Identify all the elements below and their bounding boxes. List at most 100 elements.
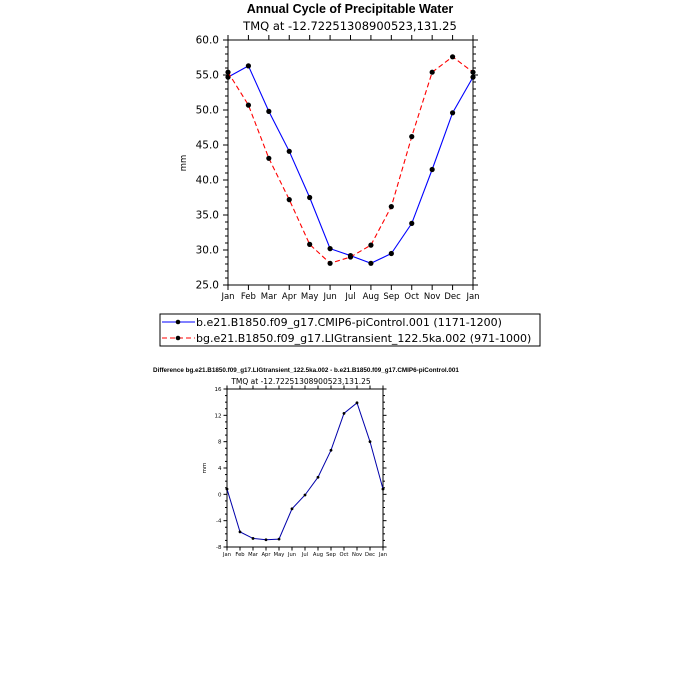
y-tick-label: 25.0: [196, 280, 219, 292]
series-1-point: [238, 530, 242, 534]
x-tick-label: Jun: [287, 552, 296, 558]
series-1-point: [225, 74, 231, 80]
x-tick-label: Oct: [340, 552, 349, 558]
y-tick-label: 0: [218, 492, 222, 498]
series-2-point: [266, 155, 272, 161]
chart-1-x-axis: Jan Feb Mar Apr May Jun Jul Aug Sep Oct Nov Dec Jan: [220, 35, 480, 302]
series-1-point: [381, 487, 385, 491]
y-tick-label: 30.0: [196, 245, 219, 257]
series-2-point: [368, 242, 374, 248]
chart-2-subtitle: TMQ at -12.72251308900523,131.25: [230, 377, 371, 386]
series-1-point: [470, 74, 476, 80]
x-tick-label: Feb: [235, 552, 245, 558]
chart-1-series-layer: [225, 54, 476, 266]
series-2-point: [307, 241, 313, 247]
series-line-2: [227, 56, 474, 264]
legend-label-series-1: b.e21.B1850.f09_g17.CMIP6-piControl.001 …: [196, 316, 502, 329]
series-2-point: [409, 134, 415, 140]
chart-1-y-axis-label: mm: [179, 155, 189, 172]
series-1-point: [329, 448, 333, 452]
chart-1-y-axis: 25.0 30.0 35.0 40.0 45.0 50.0 55.0 60.0: [196, 35, 478, 292]
x-tick-label: Sep: [383, 292, 399, 302]
series-1-point: [355, 401, 359, 405]
series-1-point: [264, 538, 268, 542]
y-tick-label: 50.0: [196, 105, 219, 117]
series-1-point: [286, 148, 292, 154]
series-1-point: [409, 220, 415, 226]
x-tick-label: Dec: [365, 552, 375, 558]
x-tick-label: Aug: [363, 292, 380, 302]
x-tick-label: Jan: [378, 552, 387, 558]
y-tick-label: 45.0: [196, 140, 219, 152]
series-line-1: [227, 65, 474, 264]
series-2-point: [347, 254, 354, 260]
x-tick-label: Aug: [313, 552, 323, 558]
chart-1-legend: b.e21.B1850.f09_g17.CMIP6-piControl.001 …: [159, 313, 541, 347]
chart-2-x-axis: Jan Feb Mar Apr May Jun Jul Aug Sep Oct Nov Dec Jan: [222, 385, 387, 558]
x-tick-label: Jun: [322, 292, 336, 302]
x-tick-label: Feb: [241, 292, 256, 302]
series-2-point: [327, 260, 333, 266]
x-tick-label: Apr: [262, 552, 272, 558]
series-1-point: [368, 260, 374, 266]
x-tick-label: May: [301, 292, 319, 302]
series-2-point: [388, 204, 394, 210]
x-tick-label: Jul: [301, 552, 308, 558]
series-1-point: [342, 411, 346, 415]
legend-entry-series-1: b.e21.B1850.f09_g17.CMIP6-piControl.001 …: [162, 316, 502, 329]
chart-2-y-axis: -8 -4 0 4 8 12 16: [215, 387, 387, 551]
series-1-point: [307, 194, 313, 201]
x-tick-label: Mar: [248, 552, 259, 558]
y-tick-label: 60.0: [196, 35, 219, 47]
x-tick-label: Nov: [352, 552, 362, 558]
legend-marker-series-1: [175, 319, 181, 325]
chart-2-y-axis-label: mm: [202, 463, 208, 474]
y-tick-label: 35.0: [196, 210, 219, 222]
series-1-point: [327, 246, 333, 252]
series-1-point: [290, 507, 294, 511]
series-1-point: [251, 537, 255, 540]
x-tick-label: Jan: [465, 292, 479, 302]
y-tick-label: -4: [216, 519, 222, 525]
series-2-point: [449, 54, 456, 60]
chart-1-title: Annual Cycle of Precipitable Water: [247, 2, 454, 16]
difference-chart: Difference bg.e21.B1850.f09_g17.LIGtrans…: [153, 367, 459, 558]
series-1-point: [449, 110, 456, 116]
y-tick-label: 12: [215, 413, 222, 419]
legend-marker-series-2: [175, 335, 181, 341]
series-2-point: [225, 69, 231, 75]
y-tick-label: 16: [215, 387, 222, 393]
chart-1-plot-frame: [227, 39, 474, 286]
y-tick-label: 8: [218, 440, 222, 446]
series-1-point: [429, 166, 435, 173]
series-2-point: [245, 102, 252, 108]
series-1-point: [303, 493, 307, 497]
y-tick-label: 40.0: [196, 175, 219, 187]
x-tick-label: Jan: [220, 292, 234, 302]
series-1-point: [277, 537, 281, 541]
annual-cycle-chart: Annual Cycle of Precipitable Water TMQ a…: [159, 2, 541, 347]
y-tick-label: 4: [218, 466, 222, 472]
chart-1-subtitle: TMQ at -12.72251308900523,131.25: [242, 19, 457, 33]
chart-2-series-layer: [225, 401, 385, 542]
x-tick-label: May: [274, 552, 285, 558]
series-1-point: [266, 108, 272, 114]
series-1-point: [368, 440, 372, 444]
legend-box: [159, 313, 541, 347]
x-tick-label: Mar: [261, 292, 278, 302]
legend-label-series-2: bg.e21.B1850.f09_g17.LIGtransient_122.5k…: [196, 332, 531, 345]
chart-2-plot-frame: [226, 388, 384, 548]
series-2-point: [429, 69, 435, 75]
x-tick-label: Oct: [404, 292, 419, 302]
y-tick-label: -8: [216, 545, 222, 551]
series-1-point: [316, 475, 320, 479]
series-line-1: [226, 401, 384, 541]
series-1-point: [225, 487, 229, 491]
x-tick-label: Nov: [424, 292, 441, 302]
x-tick-label: Apr: [282, 292, 297, 302]
series-1-point: [388, 250, 394, 257]
x-tick-label: Jan: [222, 552, 231, 558]
x-tick-label: Jul: [344, 292, 355, 302]
series-2-point: [286, 197, 292, 203]
